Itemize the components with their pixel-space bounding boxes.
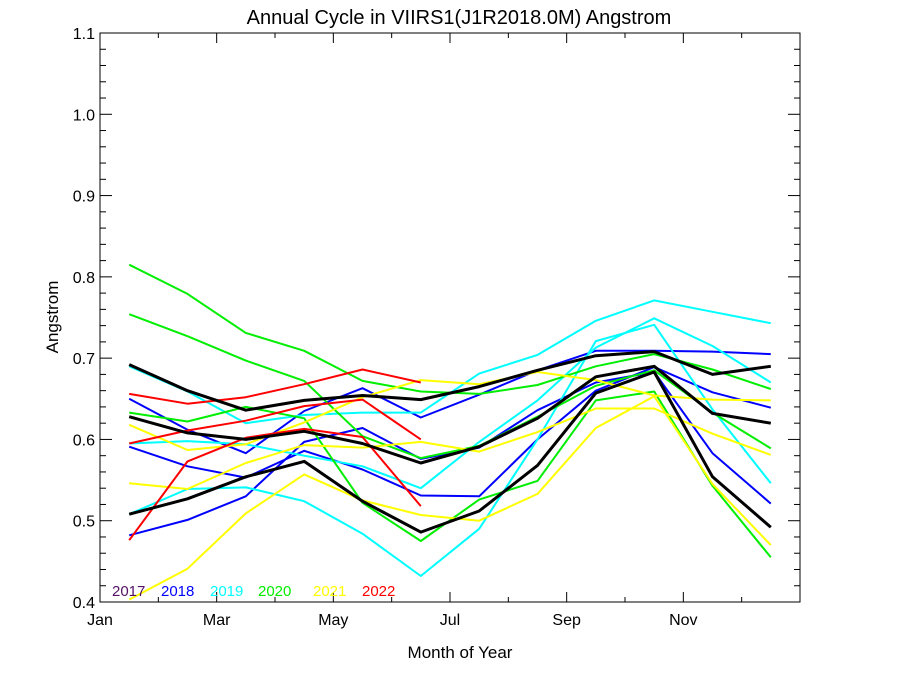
y-tick-label: 0.8	[73, 270, 95, 287]
series-line-7	[128, 263, 772, 395]
series-line-12	[128, 395, 772, 601]
y-tick-label: 0.6	[73, 432, 95, 449]
series-lines	[128, 263, 772, 601]
y-tick-label: 0.7	[73, 351, 95, 368]
x-tick-label: Mar	[203, 612, 231, 629]
x-tick-label: Jul	[440, 612, 460, 629]
y-tick-label: 1.0	[73, 107, 95, 124]
y-tick-label: 0.5	[73, 514, 95, 531]
plot-frame	[99, 32, 801, 603]
y-tick-label: 0.9	[73, 189, 95, 206]
series-line-8	[128, 313, 772, 460]
series-line-5	[128, 323, 772, 577]
x-tick-label: May	[318, 612, 348, 629]
series-line-18	[128, 370, 772, 534]
y-axis-label: Angstrom	[43, 281, 62, 354]
series-line-1	[128, 349, 771, 455]
series-line-6	[129, 317, 772, 490]
legend-entry-2019: 2019	[210, 583, 243, 600]
x-tick-label: Jan	[87, 612, 113, 629]
x-tick-label: Nov	[669, 612, 697, 629]
series-line-2	[128, 366, 772, 498]
series-line-13	[129, 368, 422, 405]
legend-entry-2018: 2018	[161, 583, 194, 600]
series-line-17	[128, 364, 772, 465]
chart-title: Annual Cycle in VIIRS1(J1R2018.0M) Angst…	[247, 7, 672, 29]
x-axis-label: Month of Year	[408, 643, 513, 662]
series-line-11	[129, 407, 772, 490]
legend: 2017 2018 2019 2020 2021 2022	[112, 583, 395, 600]
legend-entry-2022: 2022	[362, 583, 395, 600]
y-tick-label: 1.1	[73, 26, 95, 43]
series-line-10	[128, 371, 771, 451]
axis-ticks: Jan Mar May Jul Sep Nov 0.4 0.5 0.6 0.7 0.8 0.9 1.0 1…	[73, 26, 800, 629]
series-line-16	[128, 350, 772, 412]
legend-entry-2017: 2017	[112, 583, 145, 600]
y-tick-label: 0.4	[73, 595, 95, 612]
x-tick-label: Sep	[552, 612, 581, 629]
series-line-15	[128, 427, 422, 541]
series-line-3	[128, 371, 772, 537]
legend-entry-2020: 2020	[258, 583, 291, 600]
legend-entry-2021: 2021	[313, 583, 346, 600]
series-line-14	[128, 398, 422, 445]
